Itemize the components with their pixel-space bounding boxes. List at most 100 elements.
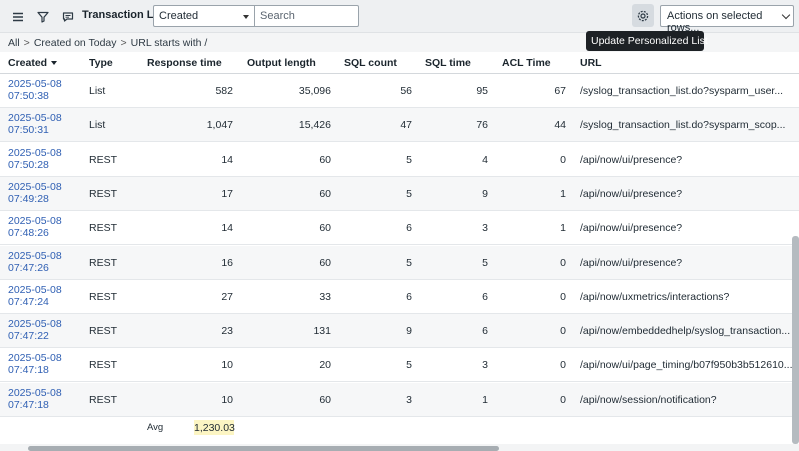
- cell-type: REST: [89, 187, 118, 200]
- table-row[interactable]: 2025-05-08 07:47:22 REST 23 131 9 6 0/api/now/e…: [0, 314, 799, 349]
- cell-output-length: 60: [319, 256, 331, 269]
- column-header-type[interactable]: Type: [89, 57, 113, 69]
- created-link[interactable]: 2025-05-08 07:48:26: [8, 215, 62, 239]
- table-row[interactable]: 2025-05-08 07:49:28 REST 17 60 5 9 1/api/now/ui…: [0, 176, 799, 211]
- cell-response-time: 17: [221, 187, 233, 200]
- breadcrumb-url-starts-with[interactable]: URL starts with /: [130, 37, 208, 49]
- personalize-list-button[interactable]: [632, 4, 654, 27]
- table-row[interactable]: 2025-05-08 07:47:18 REST 10 20 5 3 0/api/now/ui…: [0, 348, 799, 383]
- search-field-select-value: Created: [159, 10, 199, 22]
- column-header-output-length[interactable]: Output length: [247, 57, 316, 69]
- table-row[interactable]: 2025-05-08 07:48:26 REST 14 60 6 3 1/api/now/ui…: [0, 211, 799, 246]
- table-row[interactable]: 2025-05-08 07:50:31 List 1,047 15,426 47 76 44 /…: [0, 108, 799, 143]
- table-row[interactable]: 2025-05-08 07:47:18 REST 10 60 3 1 0/api/now/se…: [0, 382, 799, 417]
- created-link[interactable]: 2025-05-08 07:47:26: [8, 250, 62, 274]
- horizontal-scrollbar-thumb[interactable]: [28, 446, 499, 451]
- created-time: 07:49:28: [8, 192, 49, 205]
- cell-url: /api/now/ui/presence?: [580, 187, 683, 200]
- cell-output-length: 60: [319, 187, 331, 200]
- cell-response-time: 14: [221, 153, 233, 166]
- cell-output-length: 20: [319, 359, 331, 372]
- created-time: 07:48:26: [8, 227, 49, 240]
- created-date: 2025-05-08: [8, 283, 62, 296]
- vertical-scrollbar-thumb[interactable]: [792, 236, 799, 444]
- column-header-sql-time[interactable]: SQL time: [425, 57, 471, 69]
- created-link[interactable]: 2025-05-08 07:47:22: [8, 318, 62, 342]
- created-date: 2025-05-08: [8, 180, 62, 193]
- chevron-down-icon: [781, 10, 791, 20]
- cell-sql-time: 1: [482, 393, 488, 406]
- cell-sql-time: 3: [482, 222, 488, 235]
- cell-sql-count: 5: [406, 153, 412, 166]
- column-header-sql-count[interactable]: SQL count: [344, 57, 397, 69]
- column-header-created[interactable]: Created: [8, 57, 58, 69]
- column-header-response-time[interactable]: Response time: [147, 57, 222, 69]
- sort-descending-icon: [51, 61, 58, 66]
- table-row[interactable]: 2025-05-08 07:50:38 List 582 35,096 56 95 67/sy…: [0, 74, 799, 108]
- created-date: 2025-05-08: [8, 386, 62, 399]
- cell-url: /syslog_transaction_list.do?sysparm_scop…: [580, 119, 786, 132]
- cell-sql-time: 5: [482, 256, 488, 269]
- column-header-url[interactable]: URL: [580, 57, 602, 69]
- column-header-acl-time[interactable]: ACL Time: [502, 57, 551, 69]
- cell-sql-count: 47: [400, 119, 412, 132]
- gear-icon: [637, 10, 649, 21]
- table-row[interactable]: 2025-05-08 07:47:26 REST 16 60 5 5 0/api/now/ui…: [0, 245, 799, 280]
- hamburger-menu-icon[interactable]: [9, 8, 27, 26]
- created-link[interactable]: 2025-05-08 07:50:38: [8, 78, 62, 102]
- created-link[interactable]: 2025-05-08 07:47:18: [8, 387, 62, 411]
- tooltip: Update Personalized List: [586, 31, 708, 51]
- cell-type: List: [89, 119, 106, 132]
- cell-url: /api/now/ui/presence?: [580, 256, 683, 269]
- cell-acl-time: 0: [560, 393, 566, 406]
- cell-sql-count: 6: [406, 290, 412, 303]
- cell-acl-time: 67: [554, 85, 566, 97]
- cell-url: /api/now/ui/presence?: [580, 153, 683, 166]
- created-date: 2025-05-08: [8, 78, 62, 90]
- created-link[interactable]: 2025-05-08 07:47:24: [8, 284, 62, 308]
- breadcrumb-separator: >: [120, 37, 127, 49]
- cell-url: /api/now/uxmetrics/interactions?: [580, 290, 730, 303]
- cell-sql-count: 5: [406, 256, 412, 269]
- search-field-select[interactable]: Created: [153, 5, 255, 27]
- filter-icon[interactable]: [34, 8, 52, 26]
- cell-sql-time: 95: [476, 85, 488, 97]
- cell-type: REST: [89, 393, 118, 406]
- cell-response-time: 14: [221, 222, 233, 235]
- search-input[interactable]: [255, 5, 359, 27]
- actions-select[interactable]: Actions on selected rows...: [660, 5, 794, 34]
- page-title: Transaction Log: [82, 9, 167, 21]
- created-time: 07:50:28: [8, 158, 49, 171]
- cell-type: REST: [89, 256, 118, 269]
- table-header: Created Type Response time Output length…: [0, 52, 799, 74]
- cell-output-length: 15,426: [298, 119, 331, 132]
- breadcrumb-created-today[interactable]: Created on Today: [33, 37, 117, 49]
- created-date: 2025-05-08: [8, 112, 62, 125]
- created-link[interactable]: 2025-05-08 07:50:31: [8, 112, 62, 136]
- created-date: 2025-05-08: [8, 146, 62, 159]
- table-row[interactable]: 2025-05-08 07:47:24 REST 27 33 6 6 0/api/now/ux…: [0, 280, 799, 314]
- cell-acl-time: 0: [560, 290, 566, 303]
- cell-acl-time: 0: [560, 359, 566, 372]
- avg-label: Avg: [147, 422, 164, 433]
- created-link[interactable]: 2025-05-08 07:49:28: [8, 181, 62, 205]
- cell-sql-count: 3: [406, 393, 412, 406]
- cell-type: REST: [89, 153, 118, 166]
- cell-output-length: 35,096: [298, 85, 331, 97]
- caret-down-icon: [243, 15, 249, 19]
- cell-type: REST: [89, 290, 118, 303]
- table-row[interactable]: 2025-05-08 07:50:28 REST 14 60 5 4 0/api/now/ui…: [0, 143, 799, 177]
- created-link[interactable]: 2025-05-08 07:47:18: [8, 352, 62, 376]
- breadcrumb-all[interactable]: All: [8, 37, 20, 49]
- cell-response-time: 27: [221, 290, 233, 303]
- cell-response-time: 10: [221, 359, 233, 372]
- cell-sql-time: 9: [482, 187, 488, 200]
- cell-sql-time: 3: [482, 359, 488, 372]
- cell-acl-time: 0: [560, 256, 566, 269]
- created-link[interactable]: 2025-05-08 07:50:28: [8, 147, 62, 171]
- created-time: 07:47:26: [8, 261, 49, 274]
- cell-response-time: 582: [215, 85, 233, 97]
- created-time: 07:50:38: [8, 90, 49, 102]
- comment-icon[interactable]: [59, 8, 77, 26]
- cell-type: REST: [89, 222, 118, 235]
